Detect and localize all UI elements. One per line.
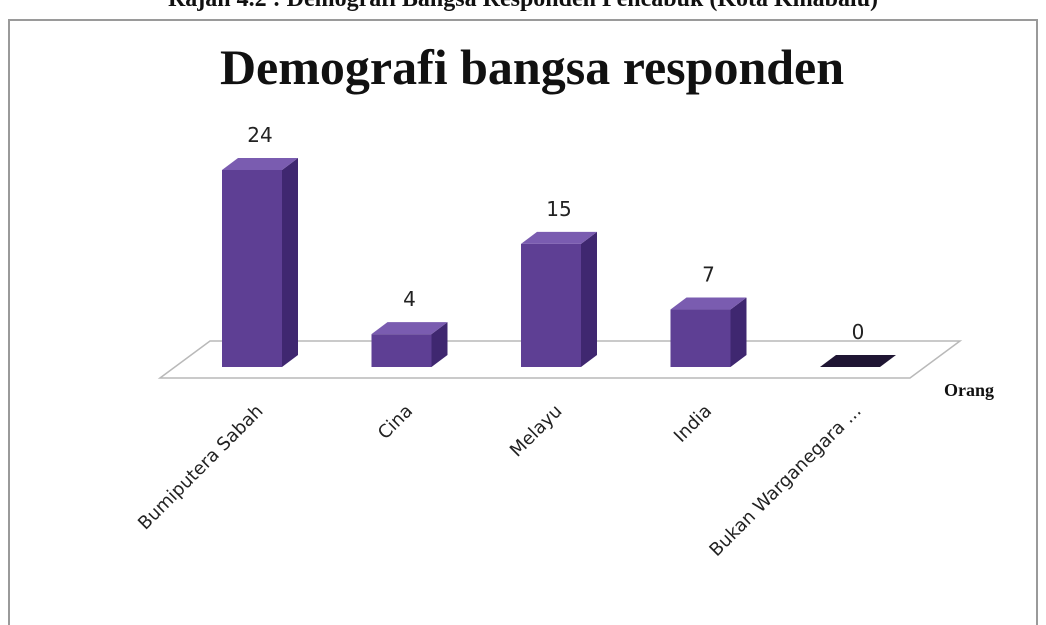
bars-group [222, 158, 896, 367]
bar-top [820, 355, 896, 367]
bar-front [521, 243, 581, 367]
bar-side [730, 297, 747, 367]
chart-frame [8, 19, 1038, 625]
value-axis-label: Orang [944, 380, 994, 400]
data-label: 4 [403, 287, 416, 311]
chart-title: Demografi bangsa responden [220, 39, 844, 95]
data-label: 24 [247, 123, 272, 147]
bar [222, 158, 298, 367]
category-label: Melayu [506, 401, 567, 462]
bar-top [371, 322, 448, 335]
category-label: Cina [374, 401, 417, 444]
category-label: Bumiputera Sabah [134, 401, 267, 534]
bar [820, 355, 896, 367]
bar [521, 231, 597, 367]
data-label: 7 [702, 263, 715, 287]
bar-top [670, 297, 747, 310]
bar-front [371, 334, 432, 367]
bar-top [521, 231, 597, 244]
bar-front [222, 170, 282, 367]
category-label: Bukan Warganegara ... [705, 401, 865, 561]
category-label: India [670, 401, 716, 447]
bar-front [670, 309, 731, 367]
bar-side [431, 322, 448, 367]
bar-side [581, 231, 597, 367]
bar-top [222, 158, 298, 170]
data-label: 0 [852, 320, 865, 344]
data-label: 15 [546, 197, 571, 221]
chart-floor [157, 340, 963, 379]
data-labels-group: 24 4 15 7 0 [247, 123, 864, 344]
figure-caption: Rajah 4.2 : Demografi Bangsa Responden P… [0, 0, 1046, 13]
bar [670, 297, 747, 367]
bar [371, 322, 448, 367]
bar-side [282, 158, 298, 367]
